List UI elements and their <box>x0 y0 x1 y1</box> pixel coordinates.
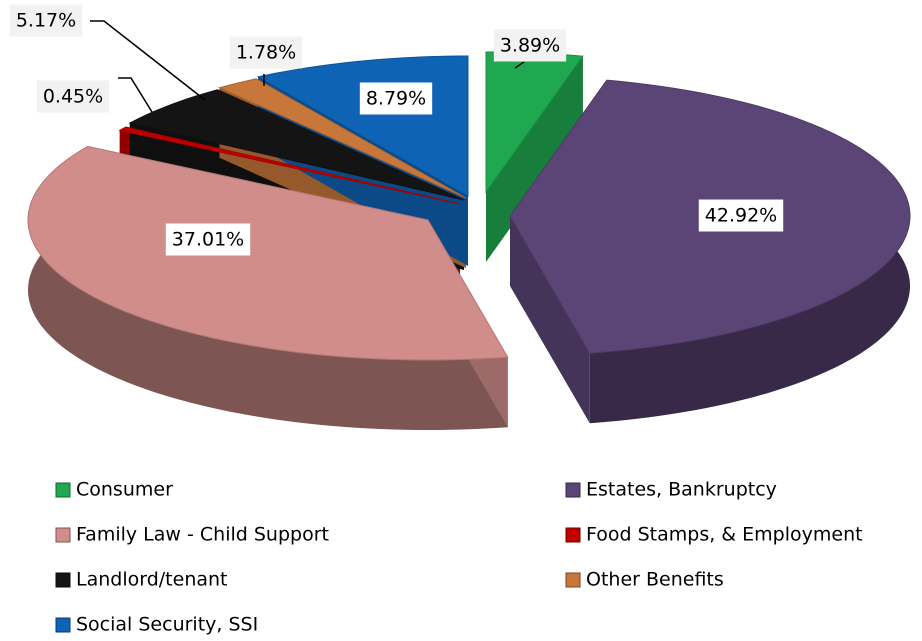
slice <box>217 78 467 199</box>
legend-label: Estates, Bankruptcy <box>586 479 777 501</box>
data-label: 0.45% <box>43 86 103 108</box>
legend-label: Social Security, SSI <box>76 614 258 636</box>
slice <box>118 126 461 205</box>
data-label: 3.89% <box>500 35 560 57</box>
leader-line <box>118 77 153 113</box>
label-box <box>165 223 251 256</box>
legend-label: Landlord/tenant <box>76 569 228 591</box>
legend-label: Other Benefits <box>586 569 724 591</box>
label-box <box>698 199 784 232</box>
slice-wall <box>28 146 508 430</box>
legend-swatch <box>55 617 71 633</box>
legend-swatch <box>565 527 581 543</box>
legend-label: Family Law - Child Support <box>76 524 329 546</box>
legend: Consumer Estates, Bankruptcy Family Law - … <box>55 479 863 636</box>
slice-side <box>486 56 583 263</box>
slice <box>27 145 509 361</box>
slice-side <box>510 216 590 424</box>
label-box <box>229 36 303 69</box>
legend-label: Consumer <box>76 479 173 501</box>
label-box <box>36 80 110 113</box>
data-label: 42.92% <box>705 205 777 227</box>
legend-swatch <box>565 482 581 498</box>
leader-line <box>90 20 206 101</box>
legend-label: Food Stamps, & Employment <box>586 524 863 546</box>
legend-swatch <box>55 572 71 588</box>
leader-line <box>514 61 525 69</box>
data-label: 37.01% <box>172 229 244 251</box>
data-label: 5.17% <box>16 10 76 32</box>
data-label: 8.79% <box>366 88 426 110</box>
label-box <box>493 29 567 62</box>
label-box <box>359 82 433 115</box>
data-label: 1.78% <box>236 42 296 64</box>
legend-swatch <box>565 572 581 588</box>
label-box <box>9 4 83 37</box>
legend-swatch <box>55 482 71 498</box>
pie-tops <box>27 51 911 361</box>
legend-swatch <box>55 527 71 543</box>
data-labels: 3.89% 42.92% 37.01% 0.45% 5.17% 1.78% 8.79% <box>9 4 784 256</box>
slice <box>128 89 465 201</box>
